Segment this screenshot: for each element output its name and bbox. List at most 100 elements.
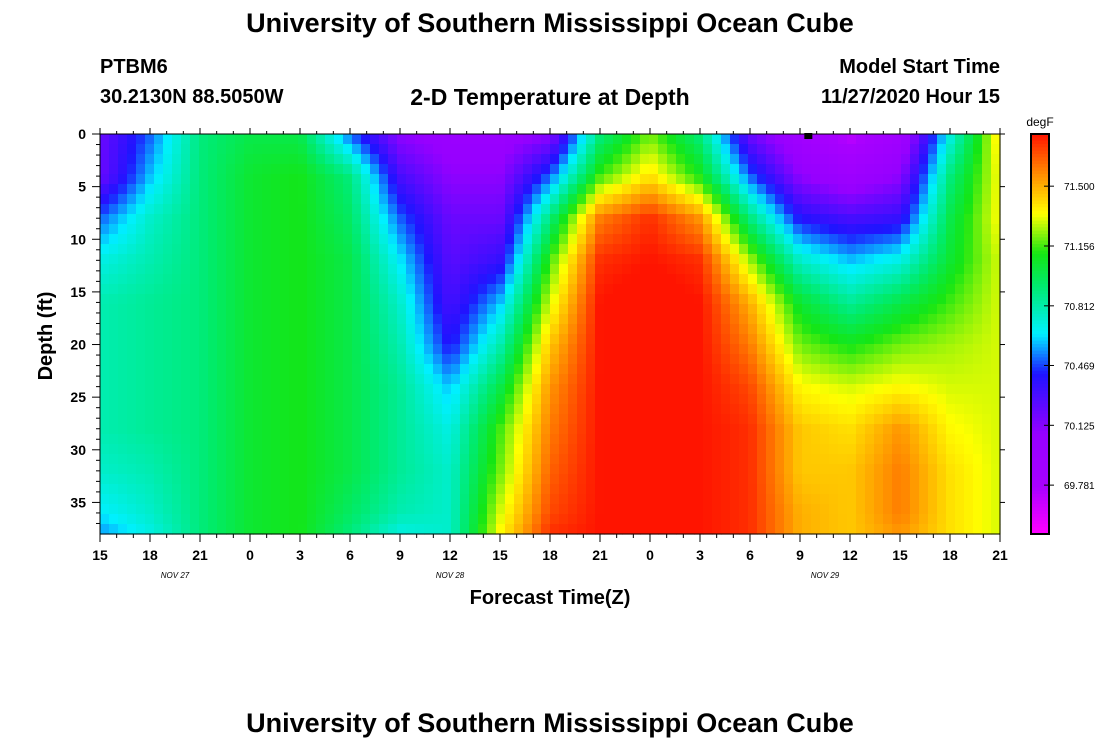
heatmap-cell xyxy=(145,264,155,275)
heatmap-cell xyxy=(577,214,587,225)
heatmap-cell xyxy=(127,174,137,185)
heatmap-cell xyxy=(622,294,632,305)
heatmap-cell xyxy=(397,304,407,315)
heatmap-cell xyxy=(847,454,857,465)
heatmap-cell xyxy=(109,384,119,395)
heatmap-cell xyxy=(721,314,731,325)
heatmap-cell xyxy=(568,334,578,345)
heatmap-cell xyxy=(469,244,479,255)
heatmap-cell xyxy=(865,404,875,415)
heatmap-cell xyxy=(316,244,326,255)
heatmap-cell xyxy=(694,374,704,385)
heatmap-cell xyxy=(379,494,389,505)
heatmap-cell xyxy=(955,244,965,255)
heatmap-cell xyxy=(109,374,119,385)
heatmap-cell xyxy=(289,424,299,435)
heatmap-cell xyxy=(361,514,371,525)
heatmap-cell xyxy=(604,364,614,375)
heatmap-cell xyxy=(730,344,740,355)
heatmap-cell xyxy=(181,524,191,535)
heatmap-cell xyxy=(703,184,713,195)
heatmap-cell xyxy=(937,374,947,385)
heatmap-cell xyxy=(559,424,569,435)
colorbar-cell xyxy=(1031,364,1049,368)
heatmap-cell xyxy=(325,304,335,315)
heatmap-cell xyxy=(451,154,461,165)
heatmap-cell xyxy=(766,324,776,335)
heatmap-cell xyxy=(856,504,866,515)
heatmap-cell xyxy=(937,414,947,425)
heatmap-cell xyxy=(586,464,596,475)
heatmap-cell xyxy=(343,254,353,265)
colorbar-cell xyxy=(1031,280,1049,285)
heatmap-cell xyxy=(649,314,659,325)
heatmap-cell xyxy=(190,234,200,245)
heatmap-cell xyxy=(829,284,839,295)
heatmap-cell xyxy=(622,464,632,475)
heatmap-cell xyxy=(694,174,704,185)
heatmap-cell xyxy=(478,214,488,225)
heatmap-cell xyxy=(145,414,155,425)
heatmap-cell xyxy=(649,484,659,495)
colorbar-cell xyxy=(1031,160,1049,165)
heatmap-cell xyxy=(739,264,749,275)
heatmap-cell xyxy=(154,224,164,235)
heatmap-cell xyxy=(514,454,524,465)
heatmap-cell xyxy=(325,414,335,425)
heatmap-cell xyxy=(694,144,704,155)
heatmap-cell xyxy=(163,304,173,315)
heatmap-cell xyxy=(721,424,731,435)
heatmap-cell xyxy=(388,454,398,465)
heatmap-cell xyxy=(703,204,713,215)
heatmap-cell xyxy=(919,134,929,145)
heatmap-cell xyxy=(586,134,596,145)
heatmap-cell xyxy=(946,344,956,355)
heatmap-cell xyxy=(262,144,272,155)
heatmap-cell xyxy=(658,254,668,265)
heatmap-cell xyxy=(658,414,668,425)
heatmap-cell xyxy=(325,384,335,395)
heatmap-cell xyxy=(307,404,317,415)
heatmap-cell xyxy=(352,424,362,435)
heatmap-cell xyxy=(208,384,218,395)
heatmap-cell xyxy=(865,344,875,355)
heatmap-cell xyxy=(955,314,965,325)
heatmap-cell xyxy=(496,164,506,175)
heatmap-cell xyxy=(262,444,272,455)
heatmap-cell xyxy=(838,274,848,285)
heatmap-cell xyxy=(622,414,632,425)
heatmap-cell xyxy=(586,344,596,355)
heatmap-cell xyxy=(973,204,983,215)
heatmap-cell xyxy=(424,384,434,395)
heatmap-cell xyxy=(928,314,938,325)
heatmap-cell xyxy=(604,174,614,185)
heatmap-cell xyxy=(802,514,812,525)
heatmap-cell xyxy=(262,204,272,215)
heatmap-cell xyxy=(316,174,326,185)
heatmap-cell xyxy=(829,224,839,235)
heatmap-cell xyxy=(613,244,623,255)
heatmap-cell xyxy=(235,324,245,335)
heatmap-cell xyxy=(892,254,902,265)
heatmap-cell xyxy=(433,424,443,435)
heatmap-cell xyxy=(838,454,848,465)
heatmap-cell xyxy=(856,454,866,465)
heatmap-cell xyxy=(253,504,263,515)
heatmap-cell xyxy=(136,304,146,315)
heatmap-cell xyxy=(109,244,119,255)
heatmap-cell xyxy=(505,244,515,255)
heatmap-cell xyxy=(982,464,992,475)
heatmap-cell xyxy=(199,234,209,245)
heatmap-cell xyxy=(235,514,245,525)
heatmap-cell xyxy=(415,504,425,515)
colorbar-cell xyxy=(1031,257,1049,262)
heatmap-cell xyxy=(550,524,560,535)
heatmap-cell xyxy=(514,264,524,275)
heatmap-cell xyxy=(352,464,362,475)
heatmap-cell xyxy=(901,284,911,295)
heatmap-cell xyxy=(244,224,254,235)
heatmap-cell xyxy=(514,424,524,435)
heatmap-cell xyxy=(244,334,254,345)
heatmap-cell xyxy=(730,274,740,285)
heatmap-cell xyxy=(253,404,263,415)
